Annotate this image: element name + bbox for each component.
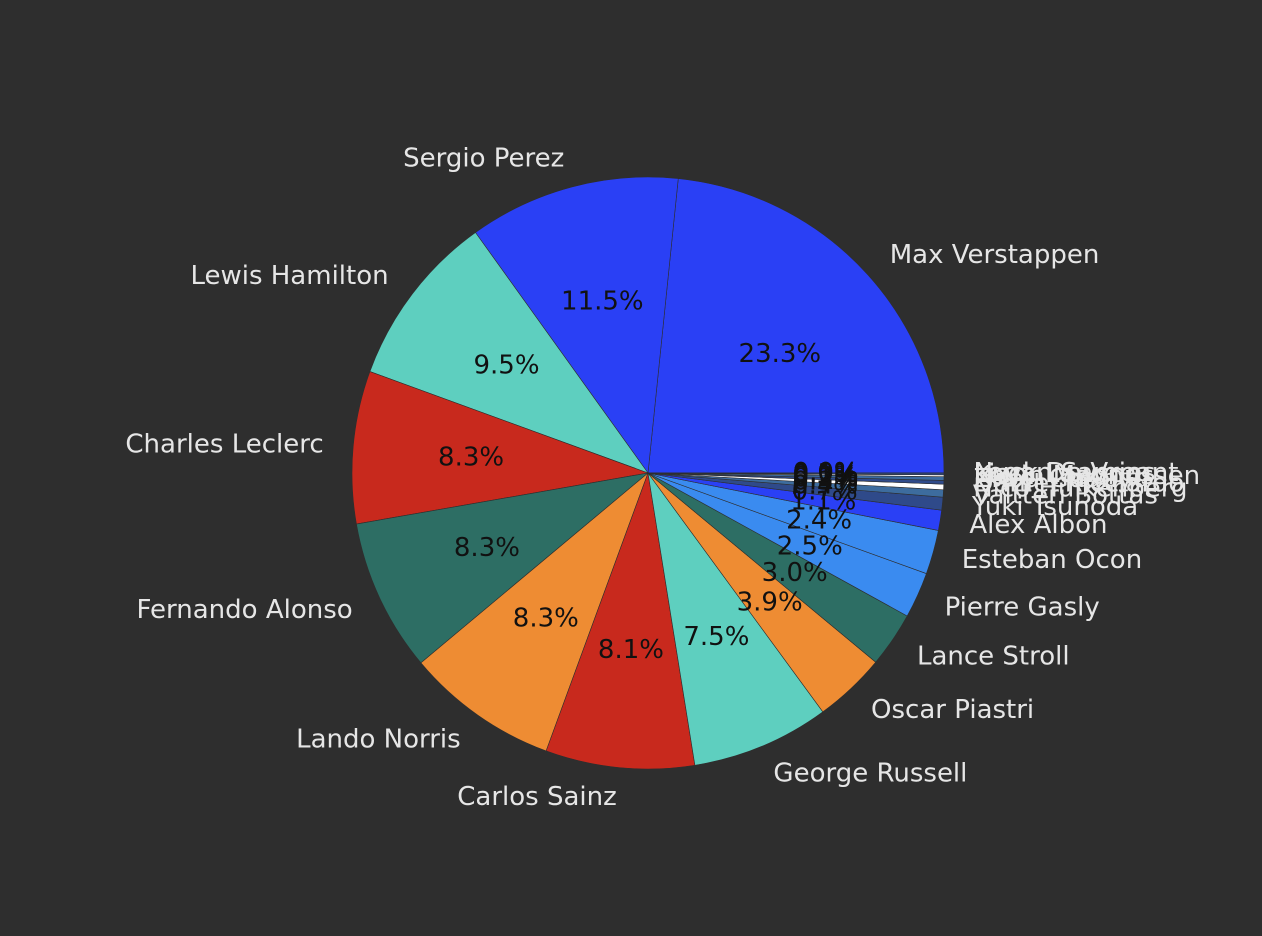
slice-label-lewis-hamilton: Lewis Hamilton [190, 261, 388, 291]
percent-label-liam-lawson: 0.1% [793, 459, 859, 489]
slice-label-max-verstappen: Max Verstappen [890, 240, 1100, 270]
slice-label-zhou-guanyu: Zhou Guanyu [974, 464, 1150, 494]
pie-slice-george-russell [647, 472, 824, 766]
percent-label-valtteri-bottas: 0.4% [792, 470, 858, 500]
percent-label-nico-hulkenberg: 0.3% [792, 466, 858, 496]
pie-slice-fernando-alonso [356, 472, 650, 664]
slice-label-alex-albon: Alex Albon [969, 510, 1107, 540]
percent-label-logan-sargeant: 0.0% [793, 458, 859, 488]
percent-label-daniel-ricciardo: 0.2% [792, 464, 858, 494]
slice-label-sergio-perez: Sergio Perez [403, 143, 564, 173]
slice-label-carlos-sainz: Carlos Sainz [457, 782, 617, 812]
pie-slice-carlos-sainz [545, 471, 696, 770]
percent-label-nyck-de-vries: 0.0% [793, 458, 859, 488]
percent-label-oscar-piastri: 3.9% [737, 587, 803, 617]
percent-label-max-verstappen: 23.3% [739, 339, 822, 369]
percent-label-lando-norris: 8.3% [513, 603, 579, 633]
percent-label-fernando-alonso: 8.3% [454, 533, 520, 563]
slice-label-daniel-ricciardo: Daniel Ricciardo [973, 468, 1184, 498]
pie-slices [351, 176, 945, 770]
percent-label-esteban-ocon: 2.4% [786, 506, 852, 536]
slice-label-lance-stroll: Lance Stroll [917, 641, 1070, 671]
percent-label-pierre-gasly: 2.5% [777, 531, 843, 561]
percent-label-lance-stroll: 3.0% [762, 558, 828, 588]
slice-label-nico-hulkenberg: Nico Hulkenberg [973, 473, 1187, 503]
percent-label-carlos-sainz: 8.1% [598, 635, 664, 665]
slice-label-logan-sargeant: Logan Sargeant [974, 458, 1179, 488]
slice-label-liam-lawson: Liam Lawson [974, 459, 1143, 489]
percent-label-zhou-guanyu: 0.2% [793, 461, 859, 491]
slice-label-yuki-tsunoda: Yuki Tsunoda [971, 492, 1138, 522]
slice-label-lando-norris: Lando Norris [296, 724, 461, 754]
slice-labels: Max Verstappen Sergio Perez Lewis Hamilton… [125, 143, 1200, 812]
slice-label-valtteri-bottas: Valtteri Bottas [973, 481, 1158, 511]
percent-label-lewis-hamilton: 9.5% [473, 351, 539, 381]
slice-label-george-russell: George Russell [773, 758, 967, 788]
percent-label-george-russell: 7.5% [683, 622, 749, 652]
slice-label-esteban-ocon: Esteban Ocon [962, 545, 1143, 575]
pie-slice-lando-norris [420, 472, 649, 752]
slice-label-fernando-alonso: Fernando Alonso [137, 595, 353, 625]
slice-label-nyck-de-vries: Nyck De Vries [974, 458, 1156, 488]
slice-label-oscar-piastri: Oscar Piastri [871, 695, 1034, 725]
pie-slice-max-verstappen [647, 178, 945, 474]
slice-label-charles-leclerc: Charles Leclerc [125, 429, 323, 459]
slice-label-kevin-magnussen: Kevin Magnussen [974, 461, 1201, 491]
slice-label-pierre-gasly: Pierre Gasly [945, 592, 1100, 622]
percent-label-kevin-magnussen: 0.1% [793, 460, 859, 490]
percent-label-yuki-tsunoda: 0.7% [792, 476, 858, 506]
percent-label-alex-albon: 1.1% [790, 486, 856, 516]
percent-label-charles-leclerc: 8.3% [438, 442, 504, 472]
percent-label-sergio-perez: 11.5% [561, 286, 644, 316]
pie-slice-sergio-perez [475, 176, 679, 474]
pie-slice-lewis-hamilton [369, 232, 649, 474]
percent-labels: 23.3% 11.5% 9.5% 8.3% 8.3% 8.3% 8.1% 7.5% 3.9%3.… [438, 286, 859, 664]
